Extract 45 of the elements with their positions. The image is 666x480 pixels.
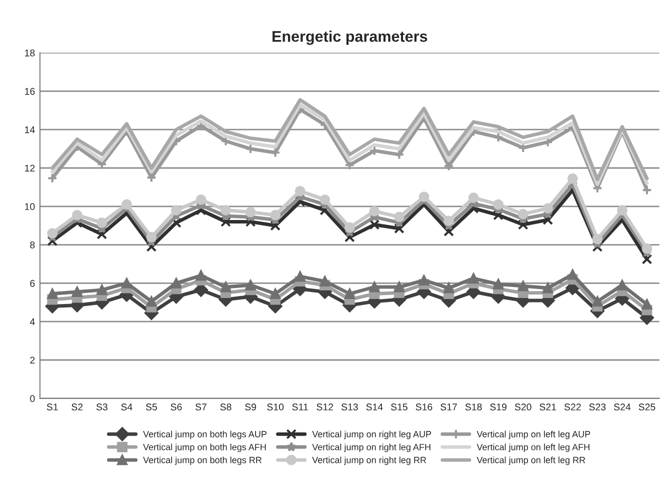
y-tick-label: 16: [25, 88, 35, 95]
legend-label: Vertical jump on right leg RR: [312, 456, 426, 465]
x-tick-label: S9: [245, 404, 256, 410]
legend-label: Vertical jump on right leg AUP: [312, 430, 432, 440]
chart-title: Energetic parameters: [272, 30, 428, 45]
legend-label: Vertical jump on both legs AUP: [143, 430, 266, 440]
x-tick-label: S4: [121, 404, 132, 410]
legend-label: Vertical jump on both legs AFH: [143, 444, 266, 452]
y-tick-label: 4: [30, 318, 35, 326]
x-tick-label: S18: [465, 404, 482, 410]
x-tick-label: S15: [390, 404, 408, 410]
y-tick-label: 8: [30, 242, 35, 248]
x-tick-label: S17: [440, 404, 457, 410]
x-tick-label: S21: [540, 404, 556, 410]
x-tick-label: S19: [490, 404, 506, 410]
x-tick-label: S13: [341, 404, 358, 410]
y-tick-label: 10: [25, 203, 35, 210]
x-tick-label: S22: [564, 404, 581, 410]
x-tick-label: S2: [72, 404, 83, 410]
x-tick-label: S14: [366, 404, 383, 410]
x-tick-label: S11: [292, 404, 308, 410]
x-tick-label: S10: [267, 404, 284, 410]
legend-label: Vertical jump on left leg AFH: [476, 444, 590, 452]
y-tick-label: 6: [30, 280, 35, 287]
x-tick-label: S3: [96, 404, 108, 410]
legend-label: Vertical jump on right leg AFH: [312, 444, 430, 452]
y-tick-label: 0: [30, 395, 35, 402]
x-tick-label: S6: [170, 404, 182, 410]
legend-label: Vertical jump on both legs RR: [143, 456, 262, 465]
y-tick-label: 18: [25, 50, 35, 56]
y-tick-label: 2: [30, 356, 35, 364]
x-tick-label: S20: [514, 404, 532, 410]
x-tick-label: S12: [316, 404, 334, 410]
x-tick-label: S23: [589, 404, 606, 410]
x-tick-label: S24: [614, 404, 631, 410]
legend-label: Vertical jump on left leg AUP: [476, 430, 590, 440]
y-tick-label: 12: [25, 164, 35, 172]
x-tick-label: S1: [46, 404, 58, 410]
legend-label: Vertical jump on left leg RR: [476, 456, 586, 465]
x-tick-label: S7: [195, 404, 206, 410]
y-tick-label: 14: [25, 126, 35, 134]
x-tick-label: S5: [146, 404, 157, 410]
x-tick-label: S25: [638, 404, 656, 410]
x-tick-label: S8: [220, 404, 232, 410]
x-tick-label: S16: [416, 404, 432, 410]
